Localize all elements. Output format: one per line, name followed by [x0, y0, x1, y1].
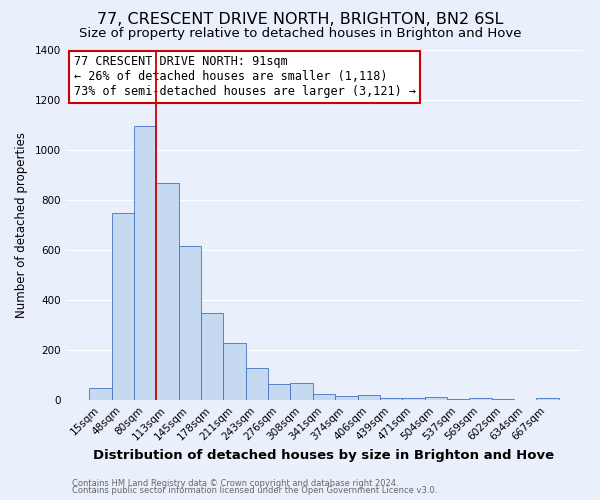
Bar: [335, 396, 358, 400]
Text: 77, CRESCENT DRIVE NORTH, BRIGHTON, BN2 6SL: 77, CRESCENT DRIVE NORTH, BRIGHTON, BN2 …: [97, 12, 503, 28]
Text: 77 CRESCENT DRIVE NORTH: 91sqm
← 26% of detached houses are smaller (1,118)
73% : 77 CRESCENT DRIVE NORTH: 91sqm ← 26% of …: [74, 55, 416, 98]
Bar: [290, 382, 313, 400]
Bar: [246, 368, 268, 400]
Bar: [268, 384, 290, 400]
Bar: [223, 342, 246, 400]
Bar: [313, 394, 335, 400]
Bar: [491, 398, 514, 400]
Bar: [469, 398, 491, 400]
Text: Contains public sector information licensed under the Open Government Licence v3: Contains public sector information licen…: [72, 486, 437, 495]
Bar: [157, 182, 179, 400]
Bar: [358, 395, 380, 400]
Bar: [134, 126, 157, 400]
Y-axis label: Number of detached properties: Number of detached properties: [15, 132, 28, 318]
X-axis label: Distribution of detached houses by size in Brighton and Hove: Distribution of detached houses by size …: [94, 448, 554, 462]
Text: Contains HM Land Registry data © Crown copyright and database right 2024.: Contains HM Land Registry data © Crown c…: [72, 478, 398, 488]
Bar: [536, 398, 559, 400]
Text: Size of property relative to detached houses in Brighton and Hove: Size of property relative to detached ho…: [79, 28, 521, 40]
Bar: [112, 212, 134, 400]
Bar: [89, 388, 112, 400]
Bar: [447, 398, 469, 400]
Bar: [425, 397, 447, 400]
Bar: [380, 398, 402, 400]
Bar: [201, 312, 223, 400]
Bar: [179, 246, 201, 400]
Bar: [402, 398, 425, 400]
